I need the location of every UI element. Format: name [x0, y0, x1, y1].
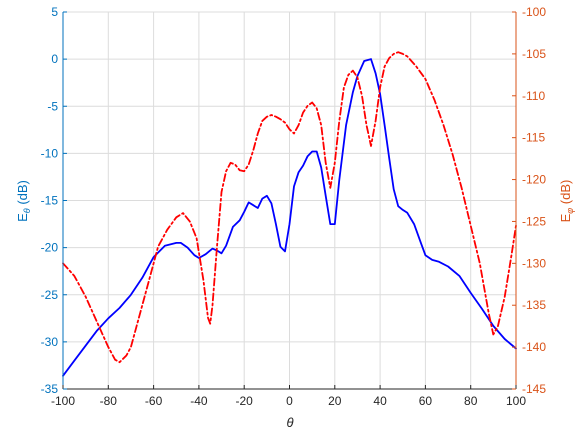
series-lines — [62, 51, 517, 377]
right-y-tick-label: -115 — [522, 131, 545, 145]
left-y-tick-label: -25 — [41, 288, 59, 302]
left-y-axis-label-main: E — [15, 213, 30, 222]
left-y-tick-label: -20 — [41, 241, 59, 255]
left-y-tick-label: 5 — [51, 5, 58, 19]
x-tick-label: 40 — [373, 394, 387, 408]
left-y-tick-label: -30 — [41, 335, 59, 349]
right-y-tick-label: -145 — [522, 382, 546, 396]
x-tick-label: 100 — [506, 394, 526, 408]
axes: -100 -80 -60 -40 -20 0 20 40 60 80 100-35-30-25-20… — [41, 5, 547, 408]
right-y-tick-label: -135 — [522, 298, 546, 312]
series-e-theta-line — [62, 58, 517, 377]
right-y-tick-label: -140 — [522, 340, 546, 354]
left-y-tick-label: -15 — [41, 194, 59, 208]
x-tick-label: -40 — [190, 394, 208, 408]
x-tick-label: -100 — [51, 394, 75, 408]
right-y-tick-label: -100 — [522, 5, 546, 19]
x-tick-label: -20 — [236, 394, 254, 408]
right-y-tick-label: -110 — [522, 89, 545, 103]
x-axis-label: θ — [286, 415, 293, 430]
left-y-tick-label: 0 — [51, 52, 58, 66]
left-y-axis-label: Eθ (dB) — [15, 180, 32, 222]
x-tick-label: -80 — [100, 394, 118, 408]
x-tick-label: 20 — [328, 394, 342, 408]
axis-labels: θ Eθ (dB) Eφ (dB) — [15, 180, 575, 430]
right-y-axis-label: Eφ (dB) — [558, 180, 575, 223]
x-tick-label: 60 — [419, 394, 433, 408]
series-e-phi-line — [62, 51, 517, 364]
right-y-tick-label: -125 — [522, 214, 546, 228]
left-y-tick-label: -5 — [47, 99, 58, 113]
x-tick-label: 0 — [286, 394, 293, 408]
left-y-tick-label: -10 — [41, 146, 59, 160]
left-y-tick-label: -35 — [41, 382, 59, 396]
left-y-axis-label-unit: (dB) — [15, 180, 30, 208]
right-y-axis-label-unit: (dB) — [558, 180, 573, 208]
right-y-axis-label-main: E — [558, 213, 573, 222]
left-y-axis-label-sub: θ — [22, 208, 32, 213]
x-tick-label: -60 — [145, 394, 163, 408]
right-y-axis-label-sub: φ — [565, 208, 575, 214]
x-tick-label: 80 — [464, 394, 478, 408]
right-y-tick-label: -120 — [522, 173, 546, 187]
right-y-tick-label: -105 — [522, 47, 546, 61]
right-y-tick-label: -130 — [522, 256, 546, 270]
